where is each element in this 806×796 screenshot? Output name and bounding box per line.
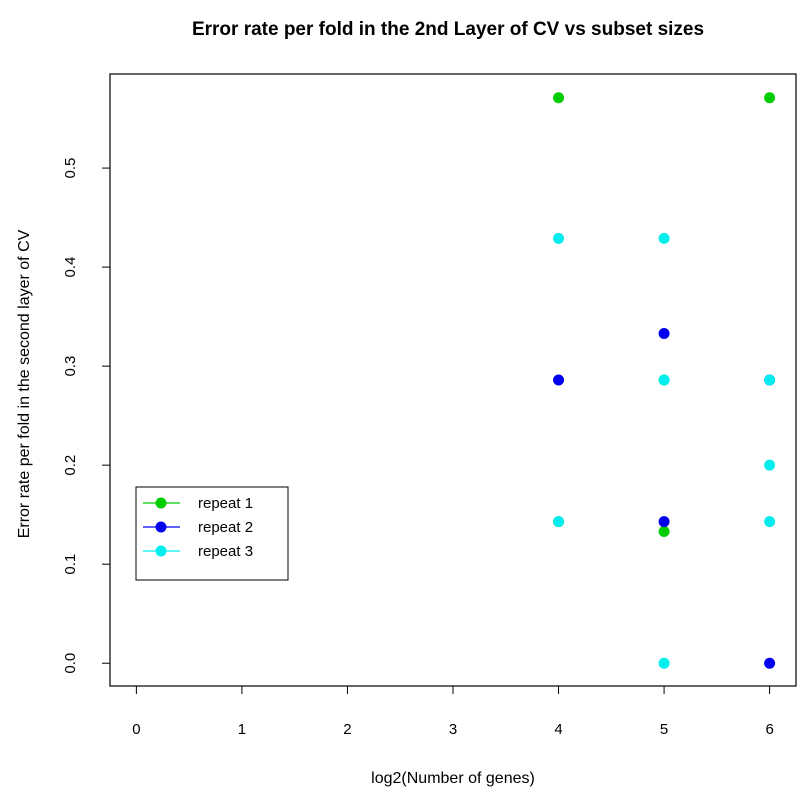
x-tick-label: 1	[238, 721, 246, 738]
y-axis: 0.0 0.1 0.2 0.3 0.4 0.5	[62, 158, 111, 674]
data-point	[658, 526, 670, 538]
data-point	[658, 657, 670, 669]
legend-item: repeat 3	[143, 543, 253, 560]
x-tick-label: 5	[660, 721, 668, 738]
data-point	[764, 92, 776, 104]
legend-label: repeat 3	[198, 543, 253, 560]
legend-label: repeat 1	[198, 495, 253, 512]
y-tick-label: 0.2	[62, 455, 79, 476]
data-point	[553, 232, 565, 244]
data-point	[553, 374, 565, 386]
data-point	[553, 516, 565, 528]
data-points	[553, 92, 776, 669]
chart-title: Error rate per fold in the 2nd Layer of …	[192, 19, 704, 40]
y-tick-label: 0.4	[62, 257, 79, 278]
y-tick-label: 0.0	[62, 653, 79, 674]
legend-marker	[155, 497, 167, 509]
x-tick-label: 0	[132, 721, 140, 738]
data-point	[658, 374, 670, 386]
x-tick-label: 6	[765, 721, 773, 738]
y-axis-label: Error rate per fold in the second layer …	[16, 229, 33, 538]
y-tick-label: 0.5	[62, 158, 79, 179]
series-3	[553, 232, 776, 669]
x-tick-label: 4	[554, 721, 562, 738]
data-point	[553, 92, 565, 104]
data-point	[658, 327, 670, 339]
x-tick-label: 2	[343, 721, 351, 738]
x-axis-label: log2(Number of genes)	[371, 770, 535, 787]
x-axis: 0 1 2 3 4 5 6	[132, 685, 774, 738]
y-tick-label: 0.1	[62, 554, 79, 575]
legend: repeat 1 repeat 2 repeat 3	[135, 486, 289, 581]
x-tick-label: 3	[449, 721, 457, 738]
series-1	[553, 92, 776, 538]
data-point	[764, 657, 776, 669]
data-point	[764, 459, 776, 471]
legend-marker	[155, 545, 167, 557]
data-point	[764, 374, 776, 386]
plot-frame	[109, 73, 797, 687]
legend-item: repeat 2	[143, 519, 253, 536]
data-point	[658, 516, 670, 528]
y-tick-label: 0.3	[62, 356, 79, 377]
legend-item: repeat 1	[143, 495, 253, 512]
data-point	[764, 516, 776, 528]
data-point	[658, 232, 670, 244]
legend-label: repeat 2	[198, 519, 253, 536]
legend-marker	[155, 521, 167, 533]
